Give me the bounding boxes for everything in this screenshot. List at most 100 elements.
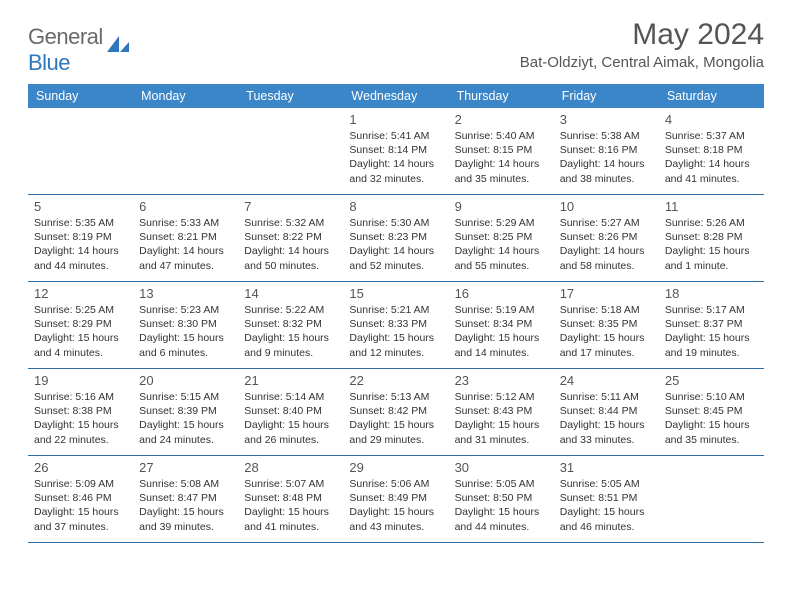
day-cell: 24 Sunrise: 5:11 AMSunset: 8:44 PMDayligh… bbox=[554, 369, 659, 455]
day-info: Sunrise: 5:30 AMSunset: 8:23 PMDaylight:… bbox=[349, 216, 442, 273]
day-cell: 5Sunrise: 5:35 AMSunset: 8:19 PMDaylight… bbox=[28, 195, 133, 281]
day-info: Sunrise: 5:40 AMSunset: 8:15 PMDaylight:… bbox=[455, 129, 548, 186]
day-number: 8 bbox=[349, 199, 442, 214]
weekday-header-cell: Friday bbox=[554, 84, 659, 108]
day-cell: 18Sunrise: 5:17 AMSunset: 8:37 PMDayligh… bbox=[659, 282, 764, 368]
day-number: 27 bbox=[139, 460, 232, 475]
day-info: Sunrise: 5:22 AMSunset: 8:32 PMDaylight:… bbox=[244, 303, 337, 360]
day-cell: 28 Sunrise: 5:07 AMSunset: 8:48 PMDayligh… bbox=[238, 456, 343, 542]
day-number: 14 bbox=[244, 286, 337, 301]
day-number: 5 bbox=[34, 199, 127, 214]
week-row: 12 Sunrise: 5:25 AMSunset: 8:29 PMDayligh… bbox=[28, 282, 764, 369]
day-info: Sunrise: 5:19 AMSunset: 8:34 PMDaylight:… bbox=[455, 303, 548, 360]
day-number: 2 bbox=[455, 112, 548, 127]
day-cell: 10Sunrise: 5:27 AMSunset: 8:26 PMDayligh… bbox=[554, 195, 659, 281]
day-cell: 8 Sunrise: 5:30 AMSunset: 8:23 PMDaylight… bbox=[343, 195, 448, 281]
week-row: 1 Sunrise: 5:41 AMSunset: 8:14 PMDaylight… bbox=[28, 108, 764, 195]
title-block: May 2024 Bat-Oldziyt, Central Aimak, Mon… bbox=[520, 18, 764, 71]
day-info: Sunrise: 5:18 AMSunset: 8:35 PMDaylight:… bbox=[560, 303, 653, 360]
day-cell: 21 Sunrise: 5:14 AMSunset: 8:40 PMDayligh… bbox=[238, 369, 343, 455]
day-info: Sunrise: 5:41 AMSunset: 8:14 PMDaylight:… bbox=[349, 129, 442, 186]
day-info: Sunrise: 5:38 AMSunset: 8:16 PMDaylight:… bbox=[560, 129, 653, 186]
brand-sail-icon bbox=[105, 34, 131, 61]
weekday-header-cell: Thursday bbox=[449, 84, 554, 108]
day-cell: 11 Sunrise: 5:26 AMSunset: 8:28 PMDayligh… bbox=[659, 195, 764, 281]
day-cell: 3 Sunrise: 5:38 AMSunset: 8:16 PMDaylight… bbox=[554, 108, 659, 194]
day-cell: 31 Sunrise: 5:05 AMSunset: 8:51 PMDayligh… bbox=[554, 456, 659, 542]
day-cell: 16 Sunrise: 5:19 AMSunset: 8:34 PMDayligh… bbox=[449, 282, 554, 368]
day-info: Sunrise: 5:25 AMSunset: 8:29 PMDaylight:… bbox=[34, 303, 127, 360]
day-number: 28 bbox=[244, 460, 337, 475]
weekday-header-cell: Saturday bbox=[659, 84, 764, 108]
day-number: 26 bbox=[34, 460, 127, 475]
day-number: 24 bbox=[560, 373, 653, 388]
week-row: 26Sunrise: 5:09 AMSunset: 8:46 PMDayligh… bbox=[28, 456, 764, 543]
month-title: May 2024 bbox=[520, 18, 764, 52]
day-info: Sunrise: 5:37 AMSunset: 8:18 PMDaylight:… bbox=[665, 129, 758, 186]
day-cell: 4 Sunrise: 5:37 AMSunset: 8:18 PMDaylight… bbox=[659, 108, 764, 194]
day-info: Sunrise: 5:11 AMSunset: 8:44 PMDaylight:… bbox=[560, 390, 653, 447]
day-info: Sunrise: 5:32 AMSunset: 8:22 PMDaylight:… bbox=[244, 216, 337, 273]
day-info: Sunrise: 5:33 AMSunset: 8:21 PMDaylight:… bbox=[139, 216, 232, 273]
day-info: Sunrise: 5:17 AMSunset: 8:37 PMDaylight:… bbox=[665, 303, 758, 360]
day-info: Sunrise: 5:15 AMSunset: 8:39 PMDaylight:… bbox=[139, 390, 232, 447]
week-row: 5Sunrise: 5:35 AMSunset: 8:19 PMDaylight… bbox=[28, 195, 764, 282]
day-info: Sunrise: 5:07 AMSunset: 8:48 PMDaylight:… bbox=[244, 477, 337, 534]
day-cell: 19Sunrise: 5:16 AMSunset: 8:38 PMDayligh… bbox=[28, 369, 133, 455]
day-number: 7 bbox=[244, 199, 337, 214]
day-number: 23 bbox=[455, 373, 548, 388]
day-number: 31 bbox=[560, 460, 653, 475]
day-number: 10 bbox=[560, 199, 653, 214]
day-cell: 15Sunrise: 5:21 AMSunset: 8:33 PMDayligh… bbox=[343, 282, 448, 368]
day-cell-empty bbox=[659, 456, 764, 542]
day-number: 29 bbox=[349, 460, 442, 475]
day-number: 19 bbox=[34, 373, 127, 388]
weekday-header-row: SundayMondayTuesdayWednesdayThursdayFrid… bbox=[28, 84, 764, 108]
day-cell: 26Sunrise: 5:09 AMSunset: 8:46 PMDayligh… bbox=[28, 456, 133, 542]
day-cell: 22Sunrise: 5:13 AMSunset: 8:42 PMDayligh… bbox=[343, 369, 448, 455]
day-info: Sunrise: 5:26 AMSunset: 8:28 PMDaylight:… bbox=[665, 216, 758, 273]
day-number: 3 bbox=[560, 112, 653, 127]
day-cell: 27Sunrise: 5:08 AMSunset: 8:47 PMDayligh… bbox=[133, 456, 238, 542]
day-cell-empty bbox=[28, 108, 133, 194]
brand-text: General Blue bbox=[28, 24, 103, 76]
day-cell-empty bbox=[133, 108, 238, 194]
day-cell: 12 Sunrise: 5:25 AMSunset: 8:29 PMDayligh… bbox=[28, 282, 133, 368]
day-number: 9 bbox=[455, 199, 548, 214]
calendar-page: General Blue May 2024 Bat-Oldziyt, Centr… bbox=[0, 0, 792, 553]
brand-text-blue: Blue bbox=[28, 50, 70, 75]
location-subtitle: Bat-Oldziyt, Central Aimak, Mongolia bbox=[520, 54, 764, 71]
day-cell: 29 Sunrise: 5:06 AMSunset: 8:49 PMDayligh… bbox=[343, 456, 448, 542]
day-info: Sunrise: 5:05 AMSunset: 8:50 PMDaylight:… bbox=[455, 477, 548, 534]
day-info: Sunrise: 5:23 AMSunset: 8:30 PMDaylight:… bbox=[139, 303, 232, 360]
brand-logo: General Blue bbox=[28, 24, 131, 76]
day-cell: 30 Sunrise: 5:05 AMSunset: 8:50 PMDayligh… bbox=[449, 456, 554, 542]
day-cell: 25 Sunrise: 5:10 AMSunset: 8:45 PMDayligh… bbox=[659, 369, 764, 455]
day-number: 11 bbox=[665, 199, 758, 214]
brand-text-gray: General bbox=[28, 24, 103, 49]
weekday-header-cell: Monday bbox=[133, 84, 238, 108]
weekday-header-cell: Wednesday bbox=[343, 84, 448, 108]
day-number: 12 bbox=[34, 286, 127, 301]
day-number: 16 bbox=[455, 286, 548, 301]
day-cell: 23Sunrise: 5:12 AMSunset: 8:43 PMDayligh… bbox=[449, 369, 554, 455]
calendar-grid: SundayMondayTuesdayWednesdayThursdayFrid… bbox=[28, 84, 764, 543]
day-info: Sunrise: 5:10 AMSunset: 8:45 PMDaylight:… bbox=[665, 390, 758, 447]
day-info: Sunrise: 5:05 AMSunset: 8:51 PMDaylight:… bbox=[560, 477, 653, 534]
day-number: 25 bbox=[665, 373, 758, 388]
day-number: 20 bbox=[139, 373, 232, 388]
day-info: Sunrise: 5:06 AMSunset: 8:49 PMDaylight:… bbox=[349, 477, 442, 534]
day-number: 4 bbox=[665, 112, 758, 127]
day-cell: 14 Sunrise: 5:22 AMSunset: 8:32 PMDayligh… bbox=[238, 282, 343, 368]
day-cell: 7 Sunrise: 5:32 AMSunset: 8:22 PMDaylight… bbox=[238, 195, 343, 281]
week-row: 19Sunrise: 5:16 AMSunset: 8:38 PMDayligh… bbox=[28, 369, 764, 456]
day-number: 30 bbox=[455, 460, 548, 475]
weekday-header-cell: Tuesday bbox=[238, 84, 343, 108]
day-number: 21 bbox=[244, 373, 337, 388]
day-cell: 13Sunrise: 5:23 AMSunset: 8:30 PMDayligh… bbox=[133, 282, 238, 368]
day-cell: 1 Sunrise: 5:41 AMSunset: 8:14 PMDaylight… bbox=[343, 108, 448, 194]
day-number: 22 bbox=[349, 373, 442, 388]
day-info: Sunrise: 5:21 AMSunset: 8:33 PMDaylight:… bbox=[349, 303, 442, 360]
day-number: 1 bbox=[349, 112, 442, 127]
day-info: Sunrise: 5:14 AMSunset: 8:40 PMDaylight:… bbox=[244, 390, 337, 447]
